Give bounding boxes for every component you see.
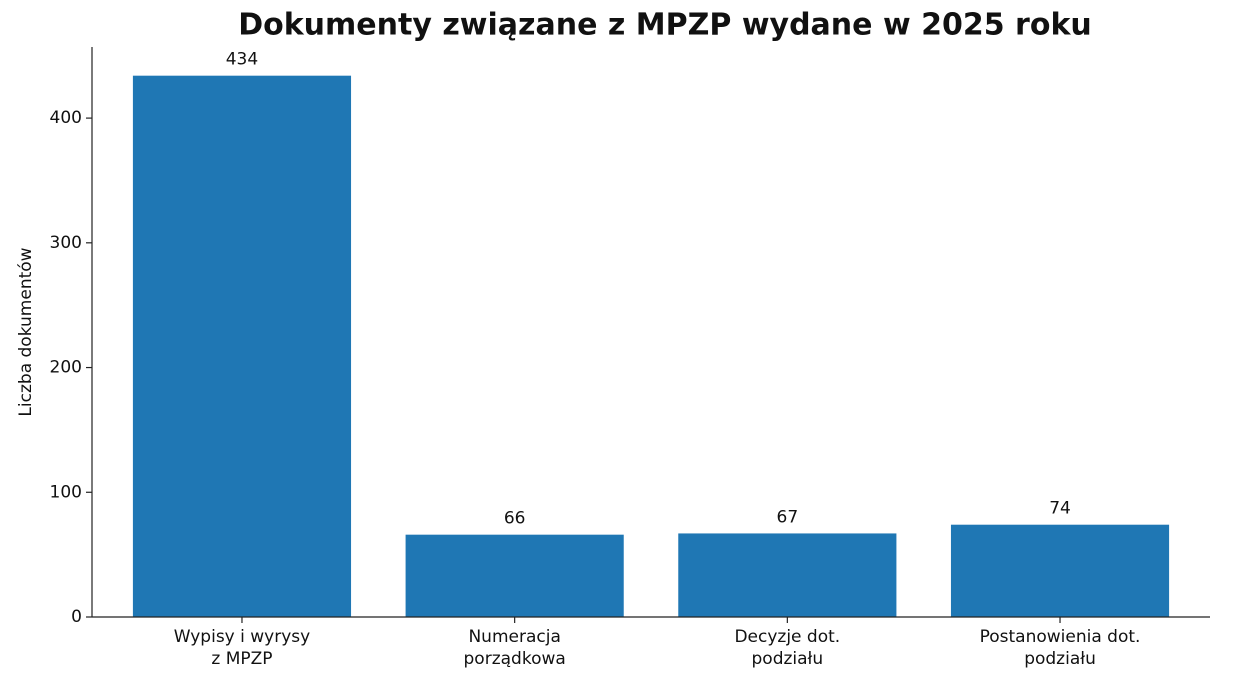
bar: [678, 533, 897, 617]
y-tick-label: 200: [50, 358, 82, 378]
y-axis-label: Liczba dokumentów: [16, 247, 36, 416]
chart-title: Dokumenty związane z MPZP wydane w 2025 …: [238, 8, 1092, 43]
x-tick-label: Wypisy i wyrysy z MPZP: [173, 627, 311, 669]
value-label: 66: [504, 509, 526, 529]
value-label: 74: [1049, 499, 1071, 519]
bar: [405, 534, 624, 617]
y-tick-label: 300: [50, 233, 82, 253]
x-tick-label: Decyzje dot. podziału: [734, 627, 841, 669]
bar: [950, 524, 1170, 617]
x-tick-label: Numeracja porządkowa: [463, 627, 566, 669]
bar: [132, 75, 352, 618]
x-tick-label: Postanowienia dot. podziału: [979, 627, 1141, 669]
value-label: 67: [777, 507, 799, 527]
y-tick-label: 400: [50, 108, 82, 128]
value-label: 434: [226, 50, 258, 70]
y-tick-label: 0: [71, 607, 82, 627]
y-tick-label: 100: [50, 482, 82, 502]
